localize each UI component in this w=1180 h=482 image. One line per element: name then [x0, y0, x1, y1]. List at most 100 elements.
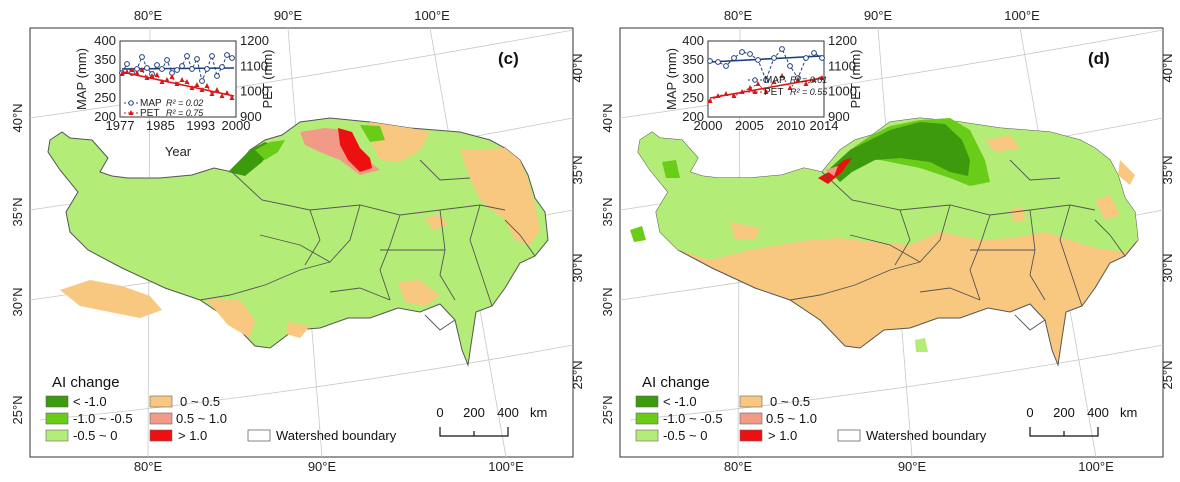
- inset-left-tick: 200: [94, 109, 116, 124]
- scale-label-km: km: [530, 405, 547, 420]
- legend-swatch-m1-m05: [45, 412, 69, 425]
- inset-r2-pet: R² = 0.75: [166, 108, 204, 118]
- lat-label-right-30: 30°N: [570, 253, 585, 282]
- legend-swatch-0-05: [149, 395, 173, 408]
- lon-label-top-80: 80°E: [134, 8, 163, 23]
- legend-label-gt1: > 1.0: [768, 428, 797, 443]
- legend-label-05-1: 0.5 ~ 1.0: [176, 411, 227, 426]
- inset-r2-pet: R² = 0.55: [790, 87, 828, 97]
- scale-label-200: 200: [463, 405, 485, 420]
- ai-patches-orange: [730, 135, 1135, 240]
- inset-right-tick: 1100: [828, 58, 856, 73]
- inset-right-ylabel: PET (mm): [260, 50, 275, 109]
- lat-label-right-35: 35°N: [570, 155, 585, 184]
- inset-right-tick: 1000: [828, 84, 857, 99]
- inset-legend-map: MAP: [140, 98, 162, 109]
- inset-x-tick: 1993: [186, 118, 215, 133]
- inset-r2-map: R² = 0.01: [790, 75, 827, 85]
- legend-label-watershed: Watershed boundary: [866, 428, 987, 443]
- legend-swatch-gt1: [149, 429, 173, 442]
- inset-right-tick: 1000: [240, 84, 269, 99]
- inset-right-tick: 900: [828, 109, 850, 124]
- legend-label-m05-0: -0.5 ~ 0: [73, 428, 117, 443]
- legend-label-watershed: Watershed boundary: [276, 428, 397, 443]
- legend-swatch-lt-m1: [45, 395, 69, 408]
- panel-label-c: (c): [498, 49, 519, 68]
- scale-label-200: 200: [1053, 405, 1075, 420]
- inset-axis-ticks: 400 350 300 250 200 1200 1100 1000 900 2000 2005 20…: [682, 33, 857, 133]
- lon-label-bottom-100: 100°E: [1078, 459, 1114, 474]
- ai-legend: AI change < -1.0 -1.0 ~ -0.5 -0.5 ~ 0 0 …: [45, 374, 397, 443]
- legend-swatch-0-05: [739, 395, 763, 408]
- inset-right-ylabel: PET (mm): [848, 50, 863, 109]
- inset-left-tick: 250: [94, 90, 116, 105]
- inset-x-tick: 1985: [146, 118, 175, 133]
- scale-label-0: 0: [436, 405, 443, 420]
- lon-label-bottom-80: 80°E: [134, 459, 163, 474]
- legend-swatch-m05-0: [635, 429, 659, 442]
- scale-label-400: 400: [1087, 405, 1109, 420]
- ai-patches-red: [338, 128, 372, 172]
- panel-label-d: (d): [1088, 49, 1110, 68]
- map-series-markers: [707, 46, 825, 83]
- lon-label-top-100: 100°E: [1004, 8, 1040, 23]
- lat-label-left-40: 40°N: [600, 103, 615, 132]
- lat-label-right-30: 30°N: [1160, 253, 1175, 282]
- lat-label-left-25: 25°N: [600, 395, 615, 424]
- legend-swatch-m05-0: [45, 429, 69, 442]
- legend-title: AI change: [642, 374, 710, 391]
- ai-legend: AI change < -1.0 -1.0 ~ -0.5 -0.5 ~ 0 0 …: [635, 374, 987, 443]
- legend-label-lt-m1: < -1.0: [663, 394, 697, 409]
- lat-label-left-25: 25°N: [10, 395, 25, 424]
- inset-r2-map: R² = 0.02: [166, 98, 203, 108]
- pet-series-markers: [707, 73, 825, 103]
- lon-label-top-80: 80°E: [724, 8, 753, 23]
- ai-patches-lightgreen: [638, 118, 1138, 352]
- inset-left-tick: 400: [682, 33, 704, 48]
- legend-label-m1-m05: -1.0 ~ -0.5: [663, 411, 723, 426]
- legend-label-0-05: 0 ~ 0.5: [180, 394, 220, 409]
- inset-chart-d: MAP R² = 0.01 PET R² = 0.55 MAP (mm) PET…: [664, 40, 863, 118]
- lon-label-bottom-90: 90°E: [308, 459, 337, 474]
- inset-x-tick: 2014: [810, 118, 839, 133]
- ai-patches-green: [255, 125, 385, 160]
- lat-label-right-25: 25°N: [570, 360, 585, 389]
- inset-left-ylabel: MAP (mm): [74, 48, 89, 110]
- inset-plot-area: [119, 40, 237, 118]
- inset-left-tick: 200: [682, 109, 704, 124]
- legend-swatch-watershed: [837, 429, 861, 442]
- legend-swatch-m1-m05: [635, 412, 659, 425]
- lat-label-right-40: 40°N: [1160, 53, 1175, 82]
- inset-legend-pet: PET: [764, 87, 783, 98]
- map-svg-d: MAP R² = 0.01 PET R² = 0.55 MAP (mm) PET…: [600, 8, 1175, 474]
- map-panel-c: MAP R² = 0.02 PET R² = 0.75 MAP (mm) PET…: [0, 0, 590, 477]
- legend-label-0-05: 0 ~ 0.5: [770, 394, 810, 409]
- inset-left-tick: 300: [94, 71, 116, 86]
- lat-label-left-35: 35°N: [600, 197, 615, 226]
- legend-label-lt-m1: < -1.0: [73, 394, 107, 409]
- inset-right-tick: 1200: [828, 33, 857, 48]
- inset-right-tick: 1100: [240, 58, 268, 73]
- lon-label-top-90: 90°E: [864, 8, 893, 23]
- inset-right-tick: 900: [240, 109, 262, 124]
- inset-right-tick: 1200: [240, 33, 269, 48]
- lon-label-bottom-90: 90°E: [898, 459, 927, 474]
- inset-x-tick: 2000: [694, 118, 723, 133]
- inset-legend-pet: PET: [140, 108, 159, 119]
- legend-title: AI change: [52, 374, 120, 391]
- ai-patches-salmon: [825, 166, 838, 176]
- inset-xlabel: Year: [165, 144, 192, 159]
- scale-label-400: 400: [497, 405, 519, 420]
- legend-label-05-1: 0.5 ~ 1.0: [766, 411, 817, 426]
- map-series-markers: [119, 52, 235, 84]
- legend-swatch-lt-m1: [635, 395, 659, 408]
- inset-left-tick: 350: [682, 52, 704, 67]
- pet-series-markers: [119, 67, 235, 100]
- inset-x-tick: 2000: [222, 118, 251, 133]
- ai-patches-darkgreen: [828, 122, 970, 182]
- legend-swatch-gt1: [739, 429, 763, 442]
- inset-chart-c: MAP R² = 0.02 PET R² = 0.75 MAP (mm) PET…: [74, 40, 275, 159]
- watershed-boundaries: [199, 159, 536, 331]
- legend-label-m1-m05: -1.0 ~ -0.5: [73, 411, 133, 426]
- lat-label-right-35: 35°N: [1160, 155, 1175, 184]
